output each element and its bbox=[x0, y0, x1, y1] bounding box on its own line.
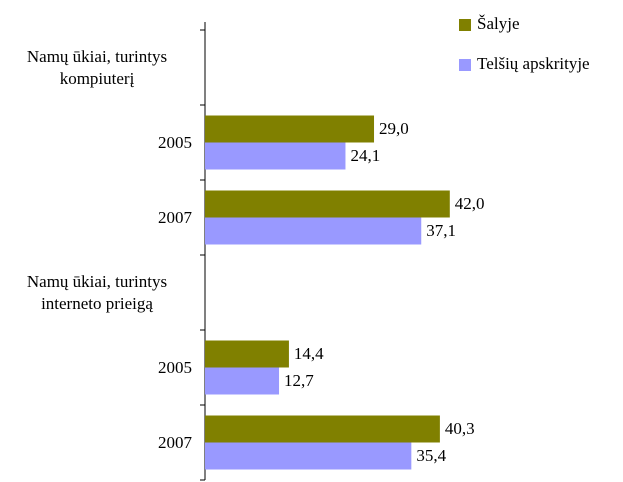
bar bbox=[205, 442, 412, 470]
value-label: 12,7 bbox=[284, 371, 314, 390]
legend-label: Telšių apskrityje bbox=[477, 54, 590, 73]
y-tick-label: Namų ūkiai, turintys kompiuterį bbox=[2, 28, 192, 108]
category-text: Namų ūkiai, turintys kompiuterį bbox=[26, 46, 168, 88]
category-text: 2007 bbox=[158, 432, 192, 452]
y-tick-label: 2005 bbox=[158, 103, 192, 183]
bar bbox=[205, 142, 346, 170]
category-text: Namų ūkiai, turintys interneto prieigą bbox=[26, 271, 168, 313]
bar bbox=[205, 115, 375, 143]
bar bbox=[205, 415, 440, 443]
legend-swatch bbox=[459, 19, 471, 31]
value-label: 29,0 bbox=[379, 119, 409, 138]
bar bbox=[205, 217, 422, 245]
y-tick-label: 2005 bbox=[158, 328, 192, 408]
category-text: 2005 bbox=[158, 357, 192, 377]
value-label: 14,4 bbox=[294, 344, 324, 363]
bar bbox=[205, 367, 280, 395]
value-label: 24,1 bbox=[350, 146, 380, 165]
category-text: 2007 bbox=[158, 207, 192, 227]
value-label: 42,0 bbox=[455, 194, 485, 213]
y-tick-label: Namų ūkiai, turintys interneto prieigą bbox=[2, 253, 192, 333]
bar bbox=[205, 340, 289, 368]
value-label: 40,3 bbox=[445, 419, 475, 438]
legend-swatch bbox=[459, 59, 471, 71]
value-label: 35,4 bbox=[416, 446, 446, 465]
value-label: 37,1 bbox=[426, 221, 456, 240]
bar bbox=[205, 190, 450, 218]
y-tick-label: 2007 bbox=[158, 178, 192, 258]
category-text: 2005 bbox=[158, 132, 192, 152]
legend-label: Šalyje bbox=[477, 14, 520, 33]
y-tick-label: 2007 bbox=[158, 403, 192, 482]
